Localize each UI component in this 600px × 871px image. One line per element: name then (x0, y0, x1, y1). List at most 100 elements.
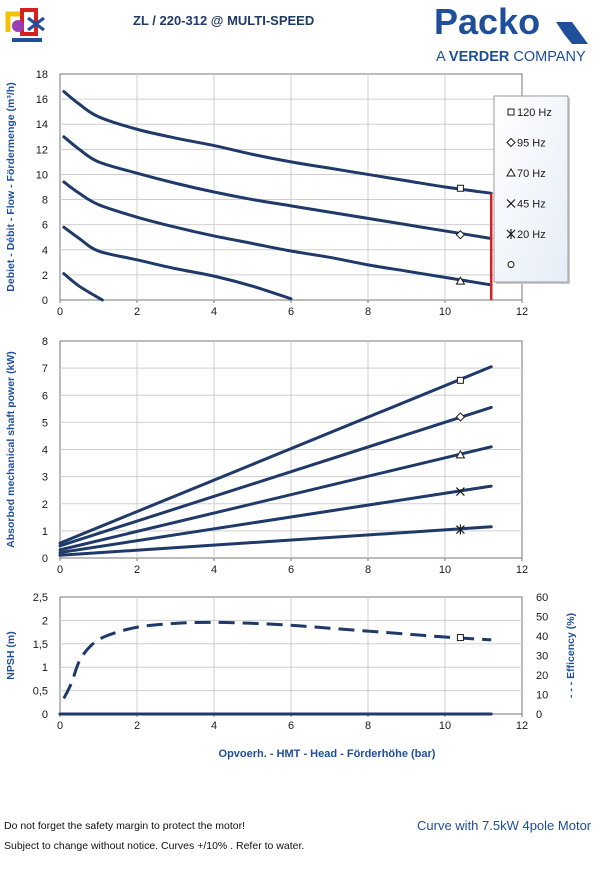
y-tick-label: 7 (42, 363, 48, 375)
y-tick-label: 0 (42, 709, 48, 721)
y-tick-label: 14 (36, 119, 48, 131)
y-tick-label: 1 (42, 662, 48, 674)
legend-label: 70 Hz (517, 168, 546, 180)
y-tick-label: 2 (42, 270, 48, 282)
x-tick-label: 12 (516, 306, 528, 318)
series-line-power-triangle (58, 445, 493, 552)
series-marker-square (456, 184, 464, 192)
x-tick-label: 0 (57, 306, 63, 318)
series-marker-triangle (455, 276, 466, 285)
series-line-power-diamond (58, 405, 493, 548)
y-tick-label: 0 (42, 553, 48, 565)
y-tick-label: 2 (42, 615, 48, 627)
x-tick-label: 10 (439, 720, 451, 732)
y-tick-label: 8 (42, 336, 48, 348)
y-tick-label: 5 (42, 417, 48, 429)
y-axis-label: Debiet - Débit - Flow - Fördermenge (m³/… (5, 82, 17, 291)
brand-name: Packo (434, 1, 540, 42)
x-tick-label: 10 (439, 564, 451, 576)
x-tick-label: 10 (439, 306, 451, 318)
legend-marker-x (506, 199, 516, 208)
y-tick-label: 1 (42, 526, 48, 538)
x-tick-label: 0 (57, 564, 63, 576)
legend: 120 Hz 95 Hz 70 Hz 45 Hz 20 Hz (493, 95, 570, 284)
y-right-tick-label: 50 (536, 612, 548, 624)
y-tick-label: 18 (36, 69, 48, 81)
y-tick-label: 16 (36, 94, 48, 106)
x-tick-label: 4 (211, 564, 217, 576)
legend-label: 95 Hz (517, 138, 546, 150)
brand-logo: Packo A VERDER COMPANY (434, 1, 588, 65)
flow-chart: 0 2 4 6 8 10 12 0 2 4 6 8 10 12 14 16 18 Debiet - Débit -… (5, 69, 528, 318)
y-right-tick-label: 40 (536, 631, 548, 643)
footer-warning: Do not forget the safety margin to prote… (4, 820, 246, 832)
y-tick-label: 0,5 (33, 686, 48, 698)
y-tick-label: 4 (42, 445, 48, 457)
brand-subtitle: A VERDER COMPANY (436, 49, 586, 65)
y-right-tick-label: 30 (536, 651, 548, 663)
y-tick-label: 6 (42, 390, 48, 402)
series-line-power-star (58, 525, 493, 557)
x-axis-label: Opvoerh. - HMT - Head - Förderhöhe (bar) (219, 748, 436, 760)
series-line-power-square (58, 365, 493, 545)
npsh-efficiency-chart: 0 2 4 6 8 10 12 0 0,5 1 1,5 2 2,5 0 10 20 30 40 50 60 NPSH (… (5, 592, 577, 732)
x-tick-label: 4 (211, 720, 217, 732)
series-marker-diamond (455, 230, 466, 240)
y-right-tick-label: 60 (536, 592, 548, 604)
y-tick-label: 2 (42, 499, 48, 511)
x-tick-label: 12 (516, 564, 528, 576)
series-marker-square (456, 634, 464, 642)
x-tick-label: 6 (288, 306, 294, 318)
x-tick-label: 2 (134, 564, 140, 576)
x-tick-label: 8 (365, 306, 371, 318)
series-line-flow-diamond (62, 135, 493, 240)
series-line-flow-square (62, 90, 493, 195)
x-tick-label: 8 (365, 564, 371, 576)
y-tick-label: 12 (36, 144, 48, 156)
y-tick-label: 1,5 (33, 639, 48, 651)
y-tick-label: 3 (42, 472, 48, 484)
y-right-tick-label: 0 (536, 709, 542, 721)
x-tick-label: 2 (134, 306, 140, 318)
company-mark-icon (4, 5, 46, 45)
series-line-flow-x (62, 225, 293, 301)
x-tick-label: 6 (288, 720, 294, 732)
legend-label: 120 Hz (517, 107, 552, 119)
series-line-flow-star (62, 272, 104, 302)
legend-marker-diamond (506, 137, 516, 148)
legend-marker-triangle (506, 167, 516, 177)
y-tick-label: 8 (42, 195, 48, 207)
y-axis-label: NPSH (m) (5, 631, 17, 679)
y-tick-label: 2,5 (33, 592, 48, 604)
x-tick-label: 12 (516, 720, 528, 732)
y-right-tick-label: 10 (536, 690, 548, 702)
y-axis-label: Absorbed mechanical shaft power (kW) (5, 351, 17, 548)
footer-disclaimer: Subject to change without notice. Curves… (4, 840, 305, 852)
legend-marker-square (507, 108, 515, 116)
legend-label: 20 Hz (517, 229, 546, 241)
y-tick-label: 0 (42, 295, 48, 307)
legend-marker-star (506, 229, 516, 239)
y-tick-label: 10 (36, 169, 48, 181)
x-tick-label: 6 (288, 564, 294, 576)
brand-chevron-icon (556, 22, 588, 44)
series-line-power-x (58, 484, 493, 555)
series-marker-triangle (455, 449, 466, 459)
x-tick-label: 8 (365, 720, 371, 732)
x-tick-label: 0 (57, 720, 63, 732)
y-right-tick-label: 20 (536, 670, 548, 682)
legend-label: 45 Hz (517, 199, 546, 211)
y-tick-label: 6 (42, 220, 48, 232)
series-line-flow-triangle (62, 180, 493, 287)
series-marker-diamond (455, 412, 466, 422)
x-tick-label: 4 (211, 306, 217, 318)
y-tick-label: 4 (42, 245, 48, 257)
x-tick-label: 2 (134, 720, 140, 732)
motor-note: Curve with 7.5kW 4pole Motor (417, 818, 592, 833)
legend-box (493, 95, 569, 283)
series-marker-star (455, 524, 465, 535)
series-line-npsh-square (62, 620, 492, 700)
page-title: ZL / 220-312 @ MULTI-SPEED (133, 13, 314, 28)
